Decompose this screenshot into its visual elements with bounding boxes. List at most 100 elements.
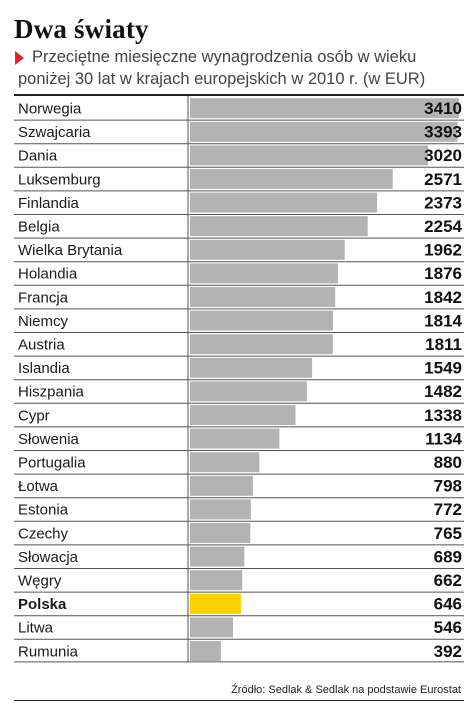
value-label: 798: [434, 477, 462, 496]
value-label: 3020: [424, 146, 462, 165]
bar: [190, 499, 251, 520]
value-label: 1338: [424, 406, 462, 425]
value-label: 772: [434, 500, 462, 519]
bar: [190, 216, 368, 237]
bar-row: Austria 1811: [14, 332, 464, 355]
bar-row: Holandia 1876: [14, 261, 464, 284]
value-label: 546: [434, 618, 462, 637]
bar: [190, 452, 260, 473]
category-label: Norwegia: [18, 101, 82, 118]
category-label: Finlandia: [18, 195, 80, 212]
value-label: 1842: [424, 288, 462, 307]
category-label: Belgia: [18, 219, 60, 236]
bar-row: Francja 1842: [14, 284, 464, 307]
bar-row: Wielka Brytania 1962: [14, 237, 464, 260]
bar-row: Rumunia 392: [14, 638, 464, 661]
category-label: Rumunia: [18, 643, 79, 660]
category-label: Wielka Brytania: [18, 242, 123, 259]
category-label: Czechy: [18, 525, 69, 542]
subtitle-line-1: Przeciętne miesięczne wynagrodzenia osób…: [32, 48, 417, 66]
bar: [190, 381, 307, 402]
bar-row: Łotwa 798: [14, 473, 464, 496]
bar-row: Hiszpania 1482: [14, 379, 464, 402]
bar-row: Litwa 546: [14, 615, 464, 638]
category-label: Hiszpania: [18, 384, 85, 401]
bar: [190, 192, 378, 213]
value-label: 1134: [425, 429, 462, 448]
bar-row: Norwegia 3410: [18, 98, 462, 119]
bar: [190, 334, 333, 355]
category-label: Szwajcaria: [18, 124, 91, 141]
bar-row: Polska 646: [14, 591, 464, 614]
value-label: 765: [434, 524, 462, 543]
bar-row: Finlandia 2373: [14, 190, 464, 213]
category-label: Polska: [18, 596, 67, 613]
bar: [190, 239, 345, 260]
bar-row: Cypr 1338: [14, 402, 464, 425]
bar-row: Luksemburg 2571: [14, 166, 464, 189]
category-label: Cypr: [18, 407, 50, 424]
value-label: 1876: [424, 264, 462, 283]
category-label: Holandia: [18, 266, 78, 283]
value-label: 392: [434, 642, 462, 661]
bar-row: Czechy 765: [14, 520, 464, 543]
bar-row: Węgry 662: [14, 568, 464, 591]
subtitle-line-2: poniżej 30 lat w krajach europejskich w …: [18, 70, 426, 88]
bar: [190, 263, 338, 284]
value-label: 662: [434, 571, 462, 590]
bar: [190, 428, 280, 449]
source-note: Źródło: Sedlak & Sedlak na podstawie Eur…: [231, 684, 461, 696]
category-label: Portugalia: [18, 455, 86, 472]
value-label: 2254: [424, 217, 462, 236]
category-label: Niemcy: [18, 313, 69, 330]
bar-row: Słowenia 1134: [14, 426, 464, 449]
bar-row: Estonia 772: [14, 497, 464, 520]
value-label: 1482: [424, 382, 462, 401]
category-label: Łotwa: [18, 478, 59, 495]
category-label: Francja: [18, 289, 69, 306]
category-label: Islandia: [18, 360, 70, 377]
bar-row: Belgia 2254: [14, 214, 464, 237]
value-label: 1814: [424, 311, 462, 330]
bar: [190, 357, 313, 378]
value-label: 2373: [424, 193, 462, 212]
category-label: Litwa: [18, 620, 54, 637]
bar-row: Portugalia 880: [14, 450, 464, 473]
bar: [190, 287, 336, 307]
category-label: Estonia: [18, 502, 69, 519]
bar: [190, 310, 334, 331]
bar: [190, 169, 393, 189]
bar: [190, 98, 459, 119]
value-label: 2571: [424, 170, 462, 189]
bar-row: Islandia 1549: [14, 355, 464, 378]
value-label: 880: [434, 453, 462, 472]
bar: [190, 405, 296, 425]
value-label: 1962: [424, 241, 462, 260]
value-label: 3410: [424, 99, 462, 118]
bar-row: Słowacja 689: [14, 544, 464, 567]
category-label: Dania: [18, 148, 58, 165]
value-label: 689: [434, 547, 462, 566]
bar: [190, 570, 243, 591]
top-divider: [14, 94, 464, 96]
bar: [190, 145, 429, 166]
category-label: Węgry: [18, 573, 62, 590]
bar: [190, 641, 221, 661]
category-label: Luksemburg: [18, 171, 101, 188]
bar: [190, 593, 241, 614]
bar: [190, 475, 253, 496]
bar-row: Szwajcaria 3393: [14, 119, 464, 142]
subtitle: Przeciętne miesięczne wynagrodzenia osób…: [14, 46, 469, 90]
value-label: 3393: [424, 123, 462, 142]
bottom-divider: [14, 700, 464, 701]
bar: [190, 121, 458, 142]
category-label: Słowenia: [18, 431, 80, 448]
bar: [190, 523, 251, 543]
bar: [190, 546, 245, 567]
category-label: Austria: [18, 337, 65, 354]
bar-row: Niemcy 1814: [14, 308, 464, 331]
chart-title: Dwa światy: [14, 14, 149, 44]
bar-row: Dania 3020: [14, 143, 464, 166]
